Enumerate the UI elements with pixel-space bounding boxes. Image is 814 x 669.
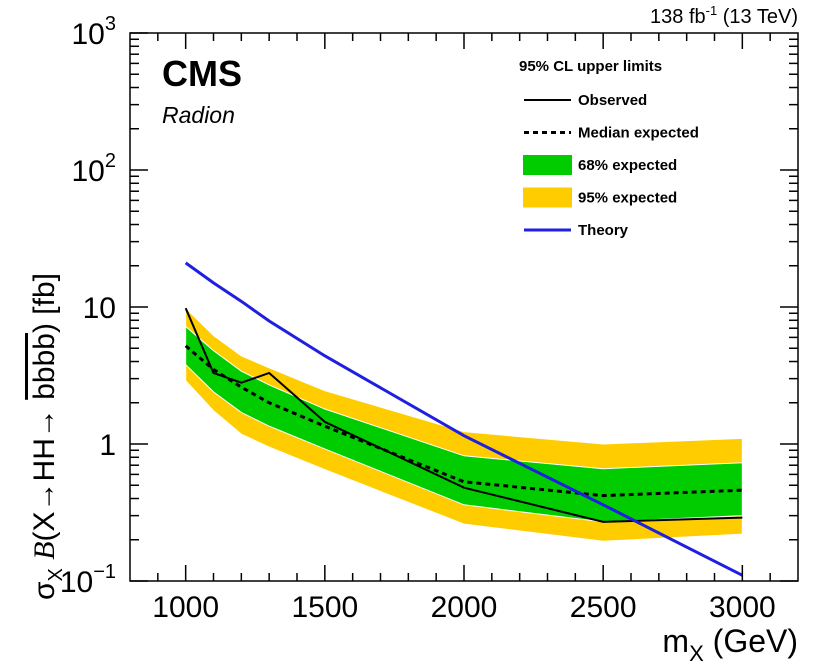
legend-swatch-95-expected [523, 187, 572, 208]
x-axis-title: mX (GeV) [662, 623, 798, 666]
x-tick-label: 1500 [291, 591, 358, 624]
lumi-value: 138 fb [650, 6, 706, 28]
x-tick-label: 1000 [152, 591, 219, 624]
y-title-sigma: σ [28, 581, 61, 600]
y-title-b: B [28, 541, 61, 559]
lumi-exponent: -1 [706, 3, 718, 18]
x-title-sub: X [689, 641, 704, 666]
y-tick-label: 103 [72, 13, 117, 51]
y-title-bbbb: bbbb [28, 333, 61, 400]
legend-label-95-expected: 95% expected [578, 190, 677, 207]
lumi-label: 138 fb-1 (13 TeV) [650, 3, 798, 28]
legend-title: 95% CL upper limits [519, 58, 662, 75]
legend-label-observed: Observed [578, 92, 647, 109]
x-title-main: m [662, 623, 689, 659]
y-axis-title: σX B(X→HH→ bbbb) [fb] [28, 273, 67, 600]
y-tick-exponent: 3 [105, 13, 116, 35]
legend-label-theory: Theory [578, 222, 629, 239]
legend: 95% CL upper limits Observed Median expec… [519, 58, 699, 239]
series-observed [184, 307, 743, 523]
series-theory [184, 261, 744, 577]
y-tick-label: 10 [83, 292, 116, 325]
y-title-open: (X [28, 511, 61, 541]
y-tick-base: 10 [72, 18, 105, 51]
y-title-space3 [28, 315, 61, 323]
y-tick-label: 102 [72, 150, 117, 188]
y-title-close: ) [28, 323, 61, 333]
y-title-hh: HH [28, 438, 61, 481]
y-tick-label: 10−1 [60, 561, 116, 599]
model-label: Radion [162, 102, 235, 128]
uncertainty-bands [185, 307, 743, 542]
y-tick-base: 10 [72, 155, 105, 188]
x-title-space [704, 623, 713, 659]
x-tick-label: 3000 [709, 591, 776, 624]
y-tick-exponent: −1 [93, 561, 116, 583]
x-tick-label: 2500 [570, 591, 637, 624]
band-68-expected [185, 325, 743, 523]
y-title-sigma-sub: X [45, 568, 67, 581]
y-tick-base: 10 [83, 292, 116, 325]
legend-label-median-expected: Median expected [578, 125, 699, 142]
legend-label-68-expected: 68% expected [578, 157, 677, 174]
cms-label: CMS [162, 53, 242, 94]
y-tick-base: 1 [99, 429, 116, 462]
y-title-unit: [fb] [28, 273, 61, 315]
y-title-space2 [28, 400, 61, 408]
y-title-arrow2: → [28, 408, 61, 438]
y-title-space [28, 560, 61, 568]
y-title-arrow1: → [28, 481, 61, 511]
energy-label: (13 TeV) [723, 6, 798, 28]
x-tick-label: 2000 [431, 591, 498, 624]
limit-lines [184, 261, 744, 577]
y-tick-exponent: 2 [105, 150, 116, 172]
legend-swatch-68-expected [523, 155, 572, 175]
y-tick-label: 1 [99, 429, 116, 462]
y-tick-base: 10 [60, 566, 93, 599]
x-title-unit: (GeV) [713, 623, 798, 659]
